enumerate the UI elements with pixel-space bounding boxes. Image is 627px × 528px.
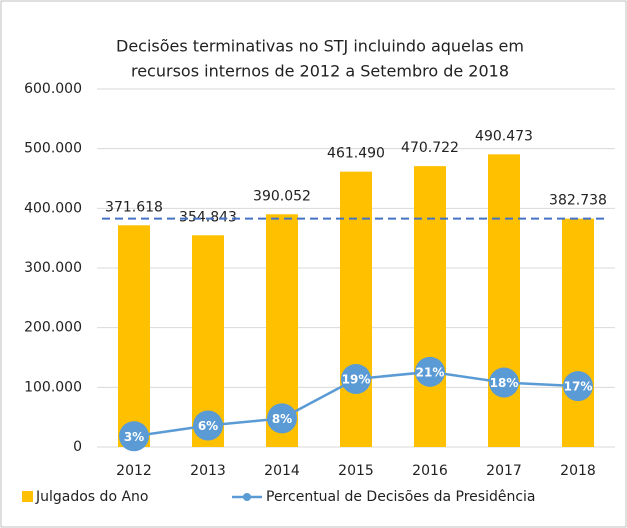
bar	[562, 218, 594, 447]
x-tick-label: 2017	[486, 463, 522, 479]
y-tick-label: 400.000	[24, 200, 82, 216]
bar-value-label: 470.722	[401, 140, 459, 156]
y-tick-label: 500.000	[24, 141, 82, 157]
y-tick-label: 100.000	[24, 379, 82, 395]
point-value-label: 19%	[342, 372, 371, 386]
line-marker	[341, 363, 371, 394]
bar-value-label: 371.618	[105, 199, 163, 215]
point-value-label: 17%	[564, 380, 593, 394]
point-value-label: 8%	[272, 412, 292, 426]
line-marker	[267, 403, 297, 434]
x-tick-label: 2013	[190, 463, 226, 479]
point-value-label: 21%	[416, 365, 445, 379]
legend-label: Percentual de Decisões da Presidência	[266, 489, 536, 505]
line-marker	[563, 371, 593, 402]
y-tick-label: 200.000	[24, 320, 82, 336]
x-tick-label: 2016	[412, 463, 448, 479]
bar	[118, 225, 150, 447]
legend-swatch	[22, 491, 33, 502]
bar	[488, 154, 520, 447]
x-tick-label: 2018	[560, 463, 596, 479]
bar-value-label: 382.738	[549, 193, 607, 209]
x-tick-label: 2012	[116, 463, 152, 479]
y-tick-label: 600.000	[24, 81, 82, 97]
line-marker	[119, 421, 149, 452]
legend-label: Julgados do Ano	[35, 489, 148, 505]
line-marker	[489, 367, 519, 398]
bar-value-label: 461.490	[327, 146, 385, 162]
y-tick-label: 0	[73, 439, 82, 455]
bar-value-label: 490.473	[475, 128, 533, 144]
chart-title: recursos internos de 2012 a Setembro de …	[131, 62, 509, 81]
point-value-label: 3%	[124, 430, 144, 444]
point-value-label: 6%	[198, 419, 218, 433]
bar-value-label: 390.052	[253, 188, 311, 204]
line-marker	[415, 356, 445, 387]
chart-title: Decisões terminativas no STJ incluindo a…	[116, 37, 524, 56]
x-tick-label: 2014	[264, 463, 300, 479]
legend-swatch	[243, 493, 251, 501]
x-tick-label: 2015	[338, 463, 374, 479]
y-tick-label: 300.000	[24, 260, 82, 276]
bar	[340, 171, 372, 448]
bar	[414, 166, 446, 448]
bar-value-label: 354.843	[179, 209, 237, 225]
line-marker	[193, 410, 223, 441]
point-value-label: 18%	[490, 376, 519, 390]
